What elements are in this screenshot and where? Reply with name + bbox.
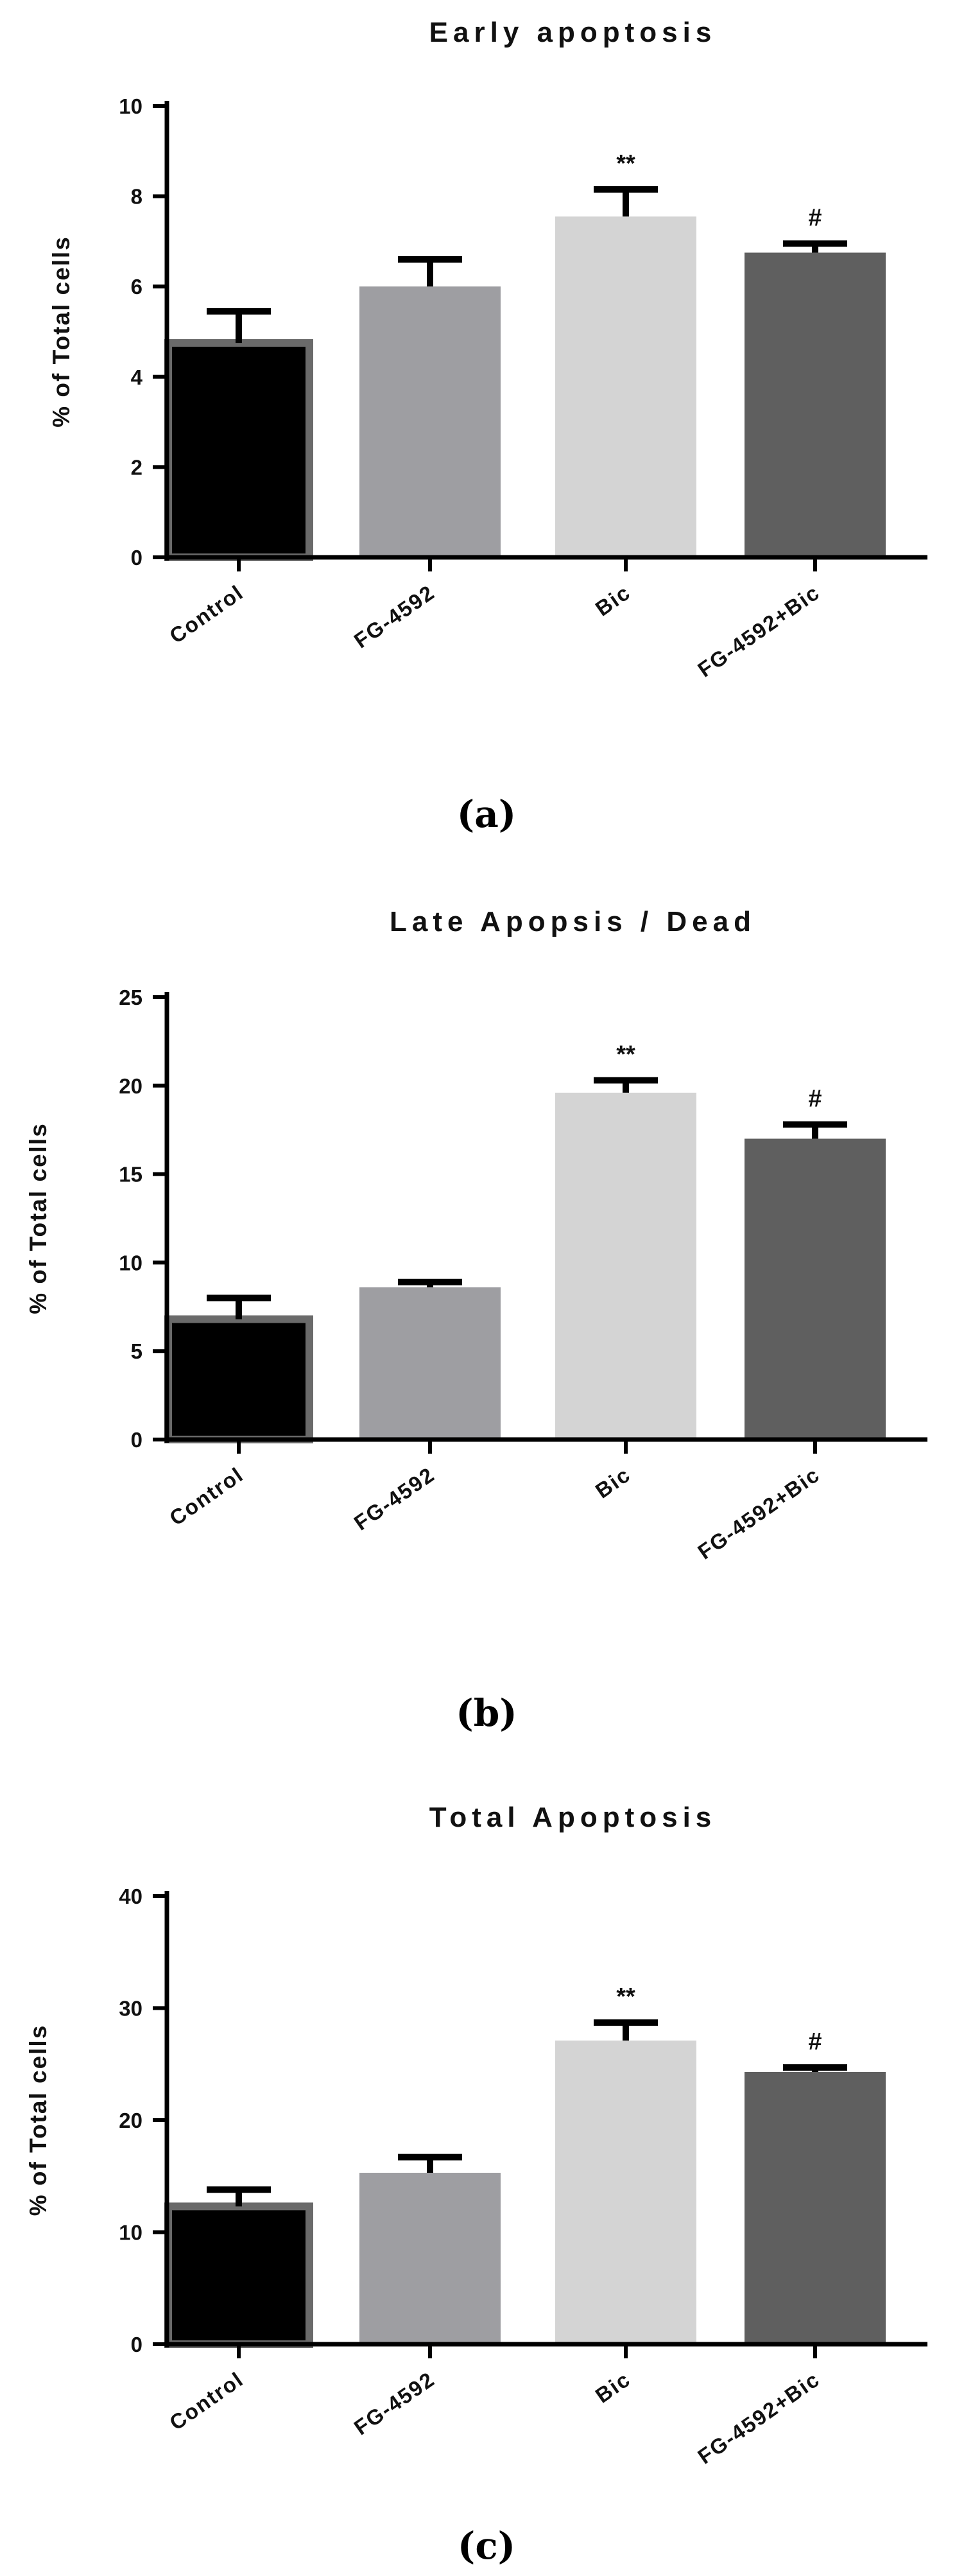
y-axis-label: % of Total cells	[25, 1122, 51, 1314]
chart-panel-2: Late Apopsis / Dead ** #0 5 10 15 20 25 Control F…	[25, 906, 927, 1735]
error-bar	[207, 1294, 271, 1319]
chart-title: Total Apoptosis	[429, 1802, 717, 1833]
x-tick-label: FG-4592+Bic	[693, 580, 824, 681]
y-axis-label: % of Total cells	[48, 236, 74, 428]
panel-caption: (b)	[456, 1691, 517, 1735]
error-bar	[594, 2019, 658, 2041]
chart-title: Early apoptosis	[429, 17, 717, 48]
bar-fg-4592-bic	[745, 252, 886, 557]
y-axis-label: % of Total cells	[25, 2024, 51, 2216]
significance-marker: **	[616, 1041, 635, 1068]
bar-control	[164, 339, 313, 561]
panel-caption: (a)	[457, 792, 516, 836]
x-tick-label: FG-4592	[350, 1462, 439, 1535]
bar-fg-4592-bic	[745, 2071, 886, 2344]
x-tick-label: FG-4592	[350, 2367, 439, 2439]
x-tick-label: FG-4592	[350, 580, 439, 652]
y-tick-label: 15	[119, 1163, 142, 1187]
bar-bic	[555, 2041, 696, 2344]
y-tick-label: 30	[119, 1997, 142, 2021]
bar-fg-4592	[359, 2173, 501, 2344]
error-bar	[594, 1077, 658, 1093]
bar-control	[164, 1315, 313, 1444]
panel-caption: (c)	[458, 2524, 515, 2568]
bar-fg-4592	[359, 286, 501, 557]
y-tick-label: 25	[119, 986, 142, 1009]
x-tick-label: FG-4592+Bic	[693, 1462, 824, 1563]
error-bar	[783, 240, 847, 253]
significance-marker: **	[616, 1983, 635, 2010]
significance-marker: #	[808, 204, 822, 231]
error-bar	[594, 186, 658, 217]
x-tick-label: Bic	[591, 580, 635, 620]
x-tick-label: Bic	[591, 1462, 635, 1502]
y-tick-label: 8	[131, 185, 142, 209]
error-bar	[207, 308, 271, 344]
y-tick-label: 0	[131, 2333, 142, 2356]
chart-title: Late Apopsis / Dead	[390, 906, 756, 937]
chart-panel-1: Early apoptosis ** #0 2 4 6 8 10 Control FG-4592 B…	[48, 17, 927, 836]
y-tick-label: 0	[131, 546, 142, 570]
error-bar	[783, 2064, 847, 2072]
x-tick-label: Control	[165, 580, 248, 648]
bar-bic	[555, 216, 696, 557]
significance-marker: #	[808, 1085, 822, 1112]
y-tick-label: 20	[119, 1074, 142, 1098]
x-tick-label: Control	[165, 2367, 248, 2435]
error-bar	[398, 256, 462, 287]
y-tick-label: 4	[131, 365, 143, 389]
bar-bic	[555, 1092, 696, 1440]
error-bar	[398, 2154, 462, 2173]
y-tick-label: 40	[119, 1884, 142, 1908]
y-tick-label: 0	[131, 1428, 142, 1452]
x-tick-label: Bic	[591, 2367, 635, 2407]
error-bar	[783, 1121, 847, 1139]
significance-marker: **	[616, 150, 635, 177]
y-tick-label: 5	[131, 1339, 142, 1363]
bar-fg-4592-bic	[745, 1138, 886, 1440]
x-tick-label: Control	[165, 1462, 248, 1530]
y-tick-label: 10	[119, 94, 142, 118]
y-tick-label: 10	[119, 2221, 142, 2245]
y-tick-label: 6	[131, 275, 142, 299]
error-bar	[207, 2186, 271, 2207]
bar-control	[164, 2202, 313, 2348]
chart-panel-3: Total Apoptosis ** #0 10 20 30 40 Control FG-459…	[25, 1802, 927, 2568]
y-tick-label: 10	[119, 1251, 142, 1275]
bar-fg-4592	[359, 1287, 501, 1440]
significance-marker: #	[808, 2028, 822, 2055]
error-bar	[398, 1278, 462, 1287]
y-tick-label: 2	[131, 455, 142, 479]
x-tick-label: FG-4592+Bic	[693, 2367, 824, 2468]
y-tick-label: 20	[119, 2109, 142, 2132]
